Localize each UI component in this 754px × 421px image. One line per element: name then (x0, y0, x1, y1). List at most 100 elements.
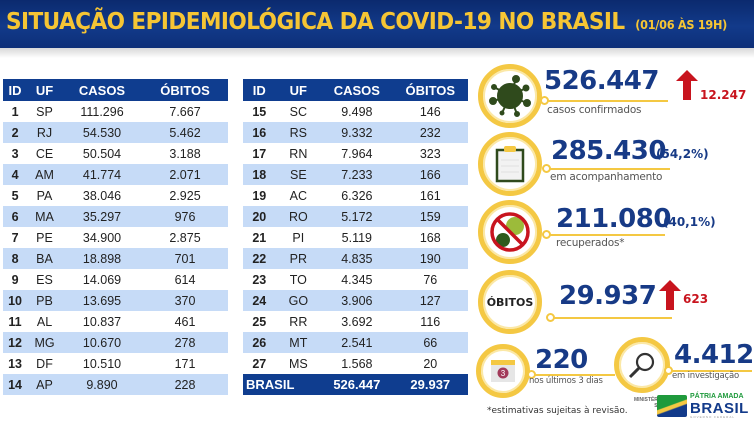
table-row: 12 MG 10.670 278 (3, 332, 228, 353)
cell-id: 21 (252, 230, 267, 245)
cell-casos: 34.900 (82, 230, 122, 245)
cell-uf: RS (275, 122, 322, 143)
col-uf: UF (27, 79, 62, 101)
col-casos: CASOS (61, 79, 143, 101)
cell-casos: 7.964 (341, 146, 373, 161)
svg-text:3: 3 (501, 369, 506, 378)
investigation-circle (614, 337, 670, 393)
cell-uf: AL (36, 314, 53, 329)
cell-id: 7 (11, 230, 19, 245)
monitoring-circle (478, 132, 542, 196)
cell-id: 23 (252, 272, 267, 287)
table-row: 20 RO 5.172 159 (243, 206, 468, 227)
cell-casos: 9.890 (61, 374, 143, 395)
cell-uf: BA (27, 248, 62, 269)
table-row: 16 RS 9.332 232 (243, 122, 468, 143)
investigation-label: em investigação (672, 371, 740, 381)
cell-id: 22 (243, 248, 276, 269)
table-row: 9 ES 14.069 614 (3, 269, 228, 290)
virus-icon (489, 75, 531, 117)
table-row: 10 PB 13.695 370 (3, 290, 228, 311)
cell-casos: 10.510 (82, 356, 122, 371)
cell-obitos: 166 (392, 164, 468, 185)
cell-obitos: 2.925 (169, 188, 201, 203)
cell-casos: 38.046 (82, 188, 122, 203)
header-shadow (0, 48, 754, 58)
cell-obitos: 161 (419, 188, 441, 203)
cell-uf: RN (289, 146, 308, 161)
cell-uf: SP (36, 104, 53, 119)
header-banner: SITUAÇÃO EPIDEMIOLÓGICA DA COVID-19 NO B… (0, 0, 754, 48)
logo-bottom-text: GOVERNO FEDERAL (690, 415, 736, 419)
monitoring-label: em acompanhamento (550, 171, 663, 183)
connector-line (550, 234, 665, 236)
col-id: ID (3, 79, 28, 101)
cell-obitos: 2.071 (142, 164, 228, 185)
cell-uf: PA (36, 188, 53, 203)
cell-casos: 5.119 (341, 230, 372, 245)
monitoring-value: 285.430 (551, 136, 666, 166)
last-days-circle: 3 (476, 344, 530, 398)
clipboard-icon (495, 146, 525, 183)
cell-id: 27 (252, 356, 267, 371)
cell-id: 13 (8, 356, 22, 371)
cell-uf: RO (275, 206, 322, 227)
cell-obitos: 2.875 (169, 230, 201, 245)
cell-casos: 4.835 (321, 248, 393, 269)
cell-uf: SC (289, 104, 308, 119)
table-row: 6 MA 35.297 976 (3, 206, 228, 227)
cell-id: 17 (252, 146, 267, 161)
cell-casos: 9.332 (321, 122, 393, 143)
last-days-value: 220 (535, 345, 588, 375)
investigation-value: 4.412 (674, 340, 754, 370)
logo-main-text: BRASIL (690, 400, 749, 417)
total-obitos: 29.937 (392, 374, 468, 395)
cell-casos: 1.568 (341, 356, 373, 371)
table-row: 21 PI 5.119 168 (243, 227, 468, 248)
cell-uf: AP (27, 374, 62, 395)
brasil-gov-logo: PÁTRIA AMADA BRASIL GOVERNO FEDERAL (657, 393, 749, 419)
total-row: BRASIL 526.447 29.937 (243, 374, 468, 395)
cell-uf: RR (289, 314, 308, 329)
cell-uf: AM (27, 164, 62, 185)
col-obitos: ÓBITOS (142, 79, 228, 101)
cell-casos: 10.670 (61, 332, 143, 353)
cell-id: 14 (3, 374, 28, 395)
col-id: ID (243, 79, 276, 101)
no-virus-icon (490, 212, 530, 252)
recovered-pct: (40,1%) (663, 215, 716, 229)
confirmed-circle (478, 64, 542, 128)
connector-line (535, 374, 615, 376)
table-row: 5 PA 38.046 2.925 (3, 185, 228, 206)
cell-obitos: 232 (392, 122, 468, 143)
cell-obitos: 3.188 (169, 146, 201, 161)
cell-id: 9 (11, 272, 19, 287)
cell-uf: PI (292, 230, 305, 245)
logo-top-text: PÁTRIA AMADA (690, 393, 744, 400)
table-row: 4 AM 41.774 2.071 (3, 164, 228, 185)
cell-casos: 3.692 (341, 314, 373, 329)
connector-line (672, 370, 752, 372)
arrow-up-icon (676, 70, 698, 100)
states-table-left: ID UF CASOS ÓBITOS 1 SP 111.296 7.667 2 RJ 54.… (3, 79, 228, 395)
cell-id: 18 (243, 164, 276, 185)
cell-casos: 2.541 (321, 332, 393, 353)
confirmed-value: 526.447 (544, 66, 659, 96)
cell-obitos: 976 (142, 206, 228, 227)
table-row: 23 TO 4.345 76 (243, 269, 468, 290)
cell-id: 1 (11, 104, 19, 119)
table-row: 2 RJ 54.530 5.462 (3, 122, 228, 143)
cell-casos: 50.504 (82, 146, 122, 161)
cell-obitos: 228 (142, 374, 228, 395)
cell-id: 3 (11, 146, 19, 161)
cell-id: 5 (11, 188, 19, 203)
table-row: 18 SE 7.233 166 (243, 164, 468, 185)
cell-obitos: 323 (419, 146, 441, 161)
cell-uf: DF (36, 356, 53, 371)
confirmed-increase: 12.247 (700, 88, 747, 102)
recovered-label: recuperados* (556, 237, 625, 249)
cell-uf: MS (288, 356, 308, 371)
cell-casos: 54.530 (61, 122, 143, 143)
cell-obitos: 20 (423, 356, 438, 371)
page-title: SITUAÇÃO EPIDEMIOLÓGICA DA COVID-19 NO B… (6, 9, 727, 35)
